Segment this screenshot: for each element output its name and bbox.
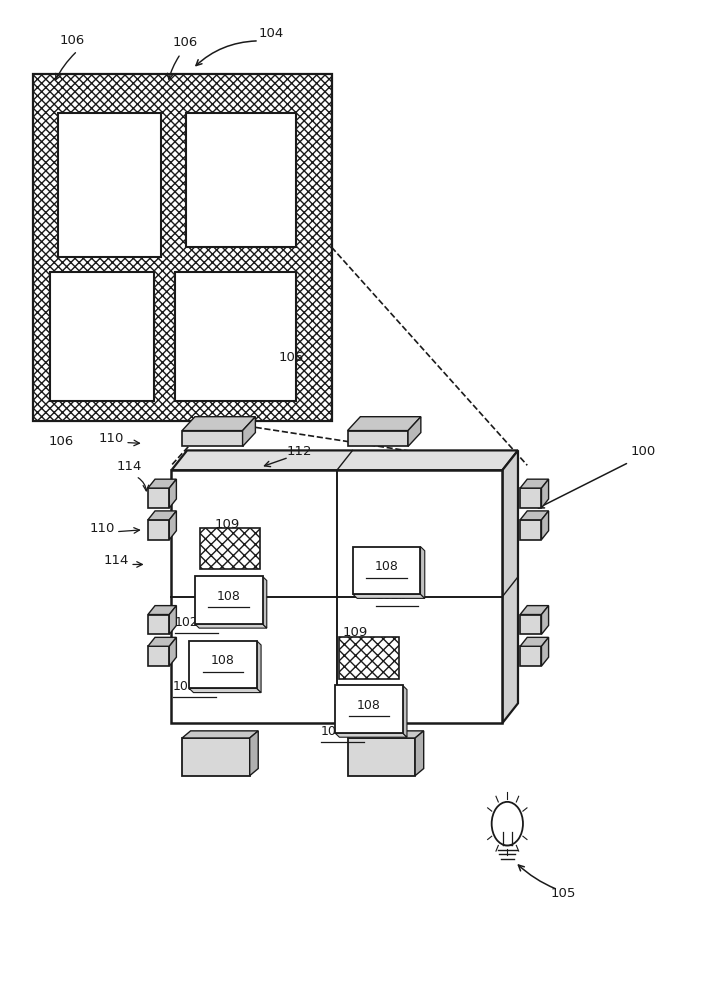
Polygon shape (420, 547, 425, 598)
Bar (348, 738, 415, 776)
Text: 114: 114 (104, 554, 129, 567)
Bar (195, 576, 263, 624)
Text: 106: 106 (278, 351, 303, 364)
Polygon shape (348, 417, 421, 431)
Polygon shape (402, 685, 407, 737)
Text: 102c: 102c (173, 680, 204, 693)
Bar (348, 431, 408, 446)
Polygon shape (335, 733, 407, 737)
Polygon shape (182, 417, 256, 431)
Bar (353, 547, 420, 594)
Polygon shape (195, 624, 267, 628)
Polygon shape (148, 479, 176, 488)
Bar (32, 74, 331, 421)
Polygon shape (250, 731, 258, 776)
Bar (335, 685, 402, 733)
Bar (171, 470, 503, 723)
Polygon shape (541, 606, 549, 634)
Polygon shape (182, 731, 258, 738)
Polygon shape (541, 637, 549, 666)
Polygon shape (189, 688, 261, 693)
Bar (182, 431, 243, 446)
Polygon shape (415, 731, 423, 776)
Bar (520, 646, 541, 666)
Polygon shape (541, 511, 549, 540)
Bar (338, 637, 399, 678)
Polygon shape (348, 731, 423, 738)
Polygon shape (169, 511, 176, 540)
Polygon shape (171, 450, 518, 470)
Bar (148, 488, 169, 508)
Text: 108: 108 (217, 590, 240, 603)
Text: 112: 112 (287, 445, 312, 458)
Polygon shape (408, 417, 421, 446)
Bar (200, 528, 261, 569)
Polygon shape (148, 606, 176, 615)
Bar (520, 615, 541, 634)
Text: 106: 106 (59, 34, 84, 47)
Text: 108: 108 (357, 699, 381, 712)
Text: 108: 108 (374, 560, 399, 573)
Polygon shape (148, 511, 176, 520)
Text: 105: 105 (550, 887, 575, 900)
Bar (58, 113, 161, 257)
Polygon shape (169, 606, 176, 634)
Polygon shape (541, 479, 549, 508)
Text: 108: 108 (211, 654, 235, 667)
Bar (50, 272, 153, 401)
Bar (148, 520, 169, 540)
Text: 102d: 102d (321, 725, 353, 738)
Text: 102b: 102b (376, 589, 408, 602)
Text: 106: 106 (173, 36, 198, 49)
Polygon shape (520, 511, 549, 520)
Text: 109: 109 (343, 626, 368, 639)
Text: 114: 114 (116, 460, 142, 473)
Text: 110: 110 (99, 432, 124, 445)
Bar (148, 615, 169, 634)
Polygon shape (520, 637, 549, 646)
Bar (186, 113, 296, 247)
Bar (520, 488, 541, 508)
Polygon shape (148, 637, 176, 646)
Text: 102a: 102a (175, 616, 207, 629)
Bar (189, 641, 257, 688)
Text: 109: 109 (214, 518, 239, 531)
Text: 104: 104 (258, 27, 284, 40)
Text: 110: 110 (89, 522, 114, 535)
Polygon shape (520, 479, 549, 488)
Bar (148, 646, 169, 666)
Bar (182, 738, 250, 776)
Polygon shape (169, 637, 176, 666)
Polygon shape (353, 594, 425, 598)
Polygon shape (520, 606, 549, 615)
Bar (520, 520, 541, 540)
Text: 100: 100 (631, 445, 656, 458)
Polygon shape (243, 417, 256, 446)
Polygon shape (257, 641, 261, 693)
Text: 106: 106 (48, 435, 73, 448)
Bar (175, 272, 296, 401)
Polygon shape (169, 479, 176, 508)
Polygon shape (503, 450, 518, 723)
Polygon shape (263, 576, 267, 628)
